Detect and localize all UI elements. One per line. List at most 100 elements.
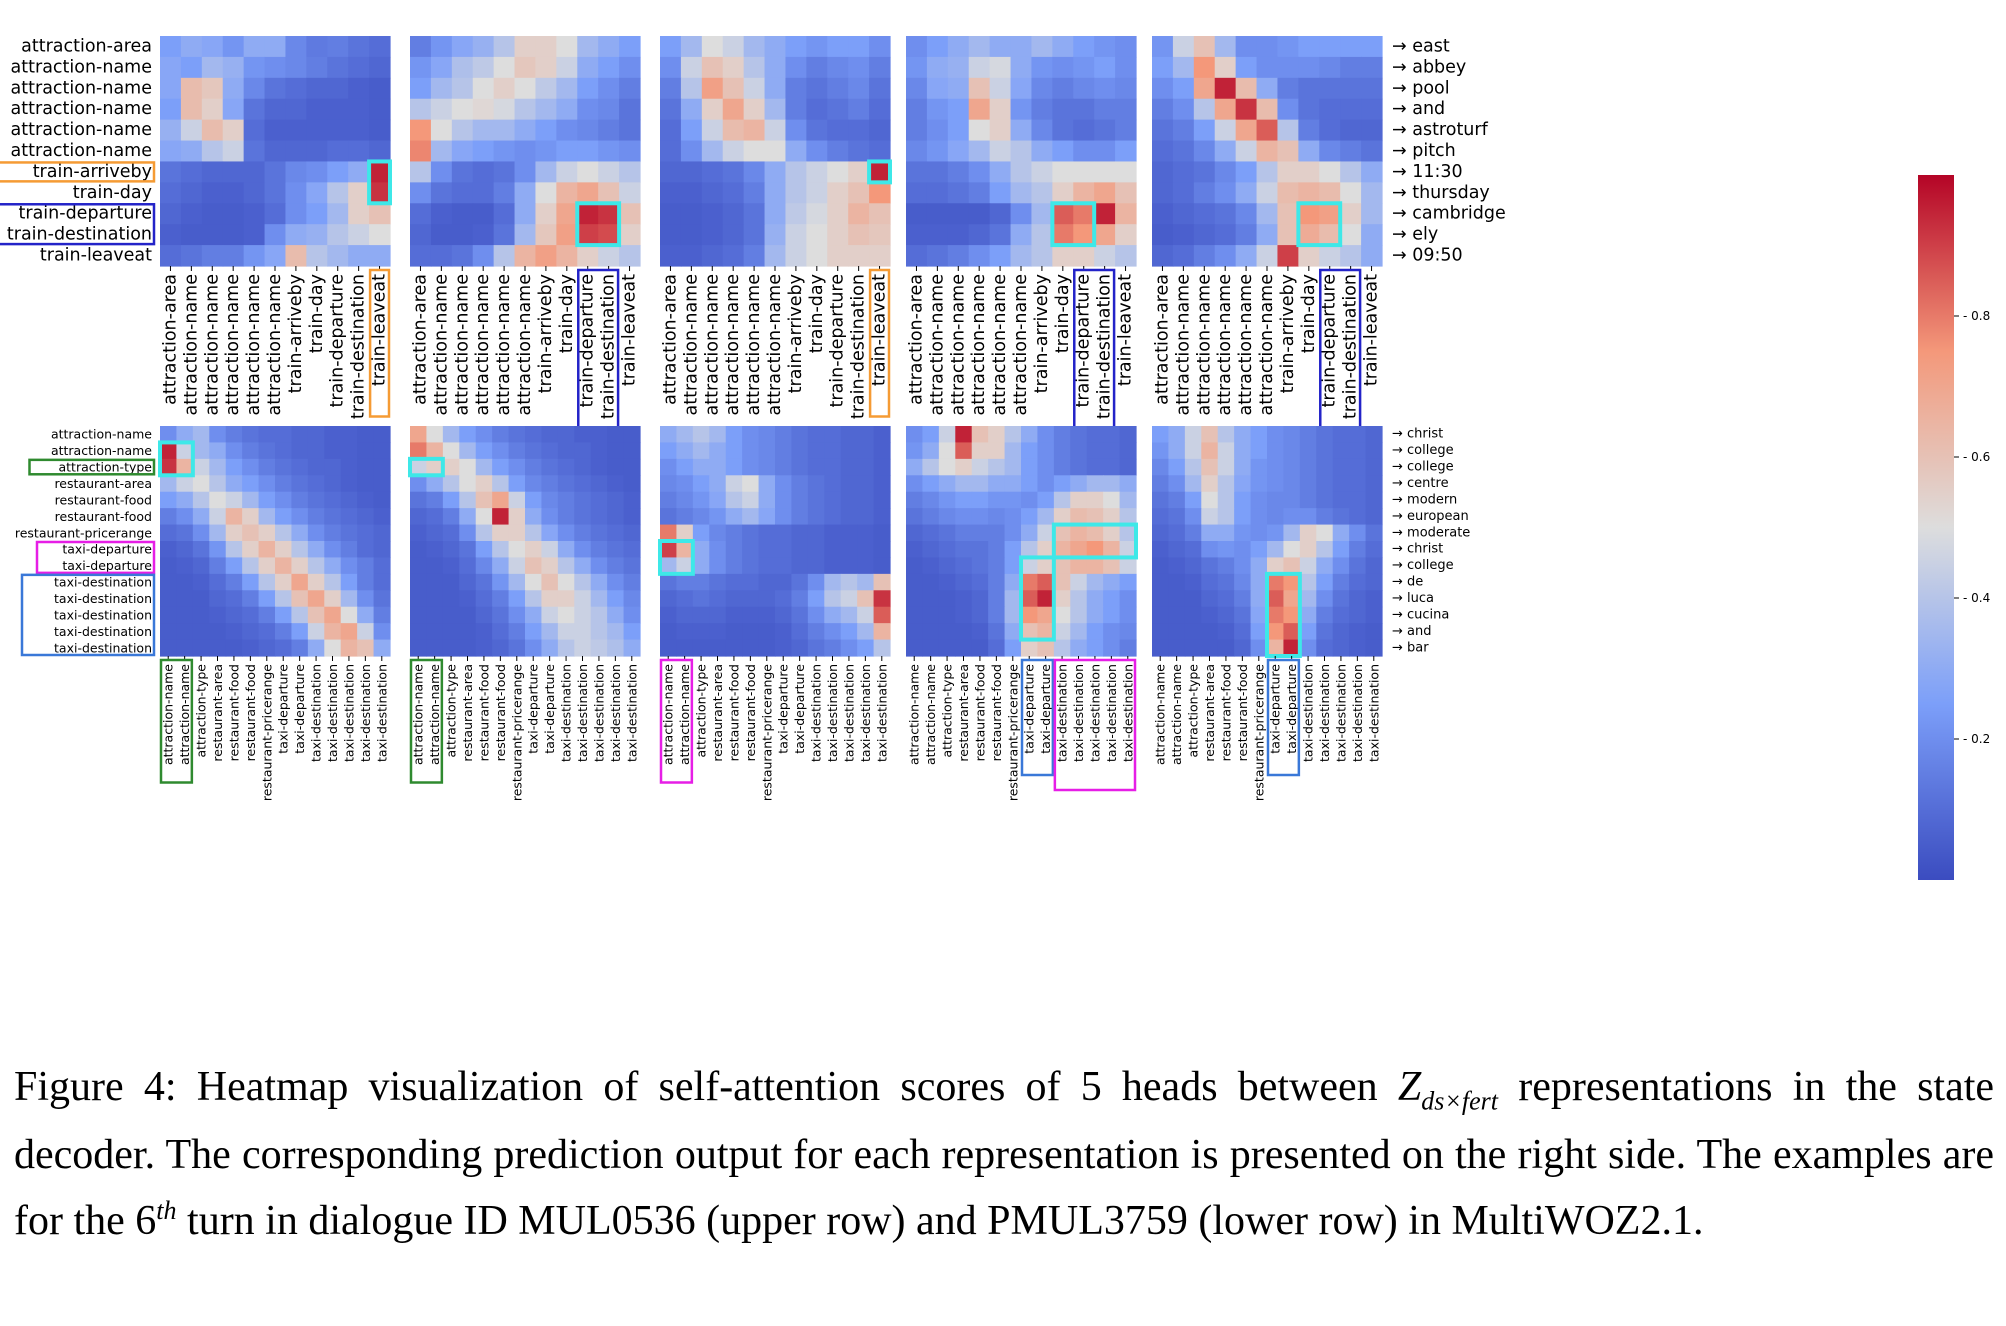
heatmap-cell (873, 508, 891, 526)
heatmap-cell (1115, 182, 1137, 204)
heatmap-cell (1365, 508, 1383, 526)
heatmap-cell (430, 203, 453, 225)
heatmap-cell (1365, 606, 1383, 624)
heatmap-cell (557, 541, 575, 559)
heatmap-cell (1073, 245, 1095, 267)
column-label: restaurant-pricerange (759, 664, 774, 801)
heatmap-cell (1094, 203, 1116, 225)
heatmap-cell (1361, 224, 1383, 246)
heatmap-cell (1234, 606, 1252, 624)
heatmap-cell (557, 491, 575, 509)
heatmap-cell (955, 557, 973, 575)
column-label: taxi-destination (358, 664, 373, 762)
heatmap-cell (848, 119, 870, 142)
heatmap-cell (742, 491, 760, 509)
heatmap-cell (1086, 590, 1104, 608)
heatmap-cell (791, 524, 809, 542)
heatmap-cell (306, 224, 328, 246)
heatmap-cell (1168, 590, 1186, 608)
heatmap-cell (827, 56, 849, 79)
heatmap-cell (459, 623, 477, 641)
heatmap-cell (840, 491, 858, 509)
heatmap-cell (623, 508, 641, 526)
heatmap-cell (807, 458, 825, 476)
row-label: restaurant-food (55, 509, 152, 524)
heatmap-cell (806, 161, 828, 183)
heatmap-cell (327, 77, 349, 100)
heatmap-cell (1267, 458, 1285, 476)
heatmap-cell (324, 475, 342, 493)
figure-caption: Figure 4: Heatmap visualization of self-… (14, 1060, 1994, 1249)
heatmap-cell (1201, 590, 1219, 608)
heatmap-head-4: attraction-name attraction-name attraction… (906, 426, 1139, 801)
heatmap-cell (557, 623, 575, 641)
heatmap-cell (1267, 557, 1285, 575)
heatmap-cell (1119, 475, 1137, 493)
heatmap-cell (1152, 245, 1174, 267)
heatmap-cell (1086, 508, 1104, 526)
caption-text-2: representations in the state decoder. Th… (14, 1064, 1995, 1245)
heatmap-cell (275, 458, 293, 476)
heatmap-cell (785, 140, 807, 163)
heatmap-cell (971, 426, 989, 444)
heatmap-cell (1103, 606, 1121, 624)
heatmap-cell (938, 491, 956, 509)
heatmap-cell (209, 557, 227, 575)
heatmap-cell (791, 442, 809, 460)
heatmap-cell (348, 119, 370, 142)
heatmap-cell (1340, 140, 1362, 163)
heatmap-cell (1086, 573, 1104, 591)
column-label: taxi-destination (1120, 664, 1135, 762)
heatmap-cell (1298, 245, 1320, 267)
heatmap-cell (1119, 573, 1137, 591)
heatmap-cell (785, 203, 807, 225)
heatmap-cell (758, 524, 776, 542)
heatmap-cell (508, 442, 526, 460)
column-label: attraction-name (431, 274, 451, 415)
heatmap-cell (1052, 140, 1074, 163)
heatmap-cell (1214, 161, 1237, 183)
heatmap-cell (577, 77, 599, 100)
heatmap-cell (243, 161, 266, 183)
heatmap-cell (680, 36, 703, 58)
heatmap-cell (971, 590, 989, 608)
heatmap-cell (869, 36, 891, 58)
column-label: restaurant-pricerange (259, 664, 274, 801)
heatmap-cell (291, 491, 309, 509)
heatmap-cell (807, 573, 825, 591)
heatmap-cell (775, 590, 793, 608)
column-label: taxi-destination (1055, 664, 1070, 762)
heatmap-cell (1234, 524, 1252, 542)
heatmap-cell (680, 161, 703, 183)
heatmap-cell (348, 56, 370, 79)
heatmap-cell (410, 475, 428, 493)
heatmap-cell (1201, 623, 1219, 641)
heatmap-cell (1256, 140, 1279, 163)
heatmap-cell (541, 475, 559, 493)
heatmap-cell (590, 623, 608, 641)
heatmap-cell (243, 245, 266, 267)
heatmap-cell (1052, 245, 1074, 267)
heatmap-cell (410, 606, 428, 624)
heatmap-cell (824, 590, 842, 608)
heatmap-cell (725, 606, 743, 624)
heatmap-cell (574, 639, 592, 657)
heatmap-cell (1070, 639, 1088, 657)
heatmap-cell (840, 541, 858, 559)
heatmap-cell (947, 161, 970, 183)
heatmap-cell (291, 426, 309, 444)
column-label: attraction-area (160, 274, 180, 405)
heatmap-cell (225, 623, 243, 641)
heatmap-cell (556, 56, 578, 79)
heatmap-cell (1283, 475, 1301, 493)
heatmap-cell (1037, 639, 1055, 657)
heatmap-cell (1052, 36, 1074, 58)
heatmap-cell (1267, 508, 1285, 526)
heatmap-cell (475, 557, 493, 575)
heatmap-cell (1086, 623, 1104, 641)
heatmap-cell (1004, 508, 1022, 526)
column-label: attraction-name (948, 274, 968, 415)
heatmap-cell (827, 245, 849, 267)
heatmap-cell (369, 36, 391, 58)
row-label: restaurant-area (54, 476, 152, 491)
